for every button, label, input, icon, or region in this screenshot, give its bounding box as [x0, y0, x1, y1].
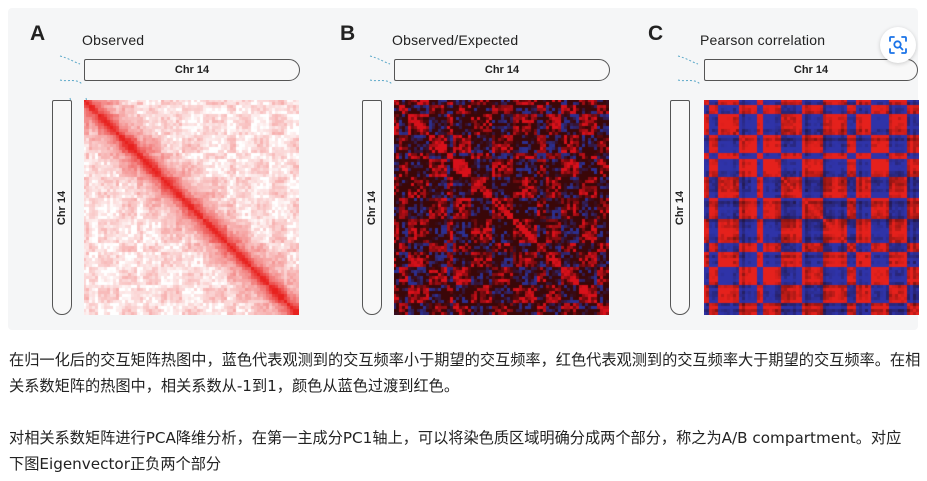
- pearson-correlation-heatmap: [704, 100, 919, 315]
- observed-heatmap: [84, 100, 299, 315]
- visual-search-button[interactable]: [880, 27, 916, 63]
- chromosome-connector: [677, 55, 701, 85]
- chromosome-left-label: Chr 14: [56, 190, 68, 225]
- chromosome-left-bar: Chr 14: [52, 100, 72, 315]
- visual-search-icon: [889, 36, 907, 54]
- chromosome-top-bar: Chr 14: [84, 59, 300, 81]
- panel-letter: A: [30, 22, 46, 45]
- chromosome-left-bar: Chr 14: [362, 100, 382, 315]
- observed-expected-heatmap: [394, 100, 609, 315]
- panel-b: B Observed/Expected Chr 14 Chr 14: [340, 22, 610, 322]
- panel-title: Observed/Expected: [392, 32, 519, 48]
- panel-letter: C: [648, 22, 664, 45]
- panel-a: A Observed Chr 14 Chr 14: [30, 22, 300, 322]
- chromosome-left-bar: Chr 14: [670, 100, 690, 315]
- panel-title: Pearson correlation: [700, 32, 826, 48]
- chromosome-left-label: Chr 14: [674, 190, 686, 225]
- panel-letter: B: [340, 22, 356, 45]
- caption-paragraph-2: 对相关系数矩阵进行PCA降维分析，在第一主成分PC1轴上，可以将染色质区域明确分…: [9, 429, 902, 473]
- chromosome-top-bar: Chr 14: [394, 59, 610, 81]
- chromosome-top-bar: Chr 14: [704, 59, 918, 81]
- panel-title: Observed: [82, 32, 145, 48]
- figure-card: A Observed Chr 14 Chr 14 B Observed/Expe…: [8, 8, 919, 330]
- chromosome-connector: [369, 55, 393, 85]
- caption-paragraph-1: 在归一化后的交互矩阵热图中，蓝色代表观测到的交互频率小于期望的交互频率，红色代表…: [9, 351, 921, 395]
- chromosome-left-label: Chr 14: [366, 190, 378, 225]
- panel-c: C Pearson correlation Chr 14 Chr 14: [648, 22, 919, 322]
